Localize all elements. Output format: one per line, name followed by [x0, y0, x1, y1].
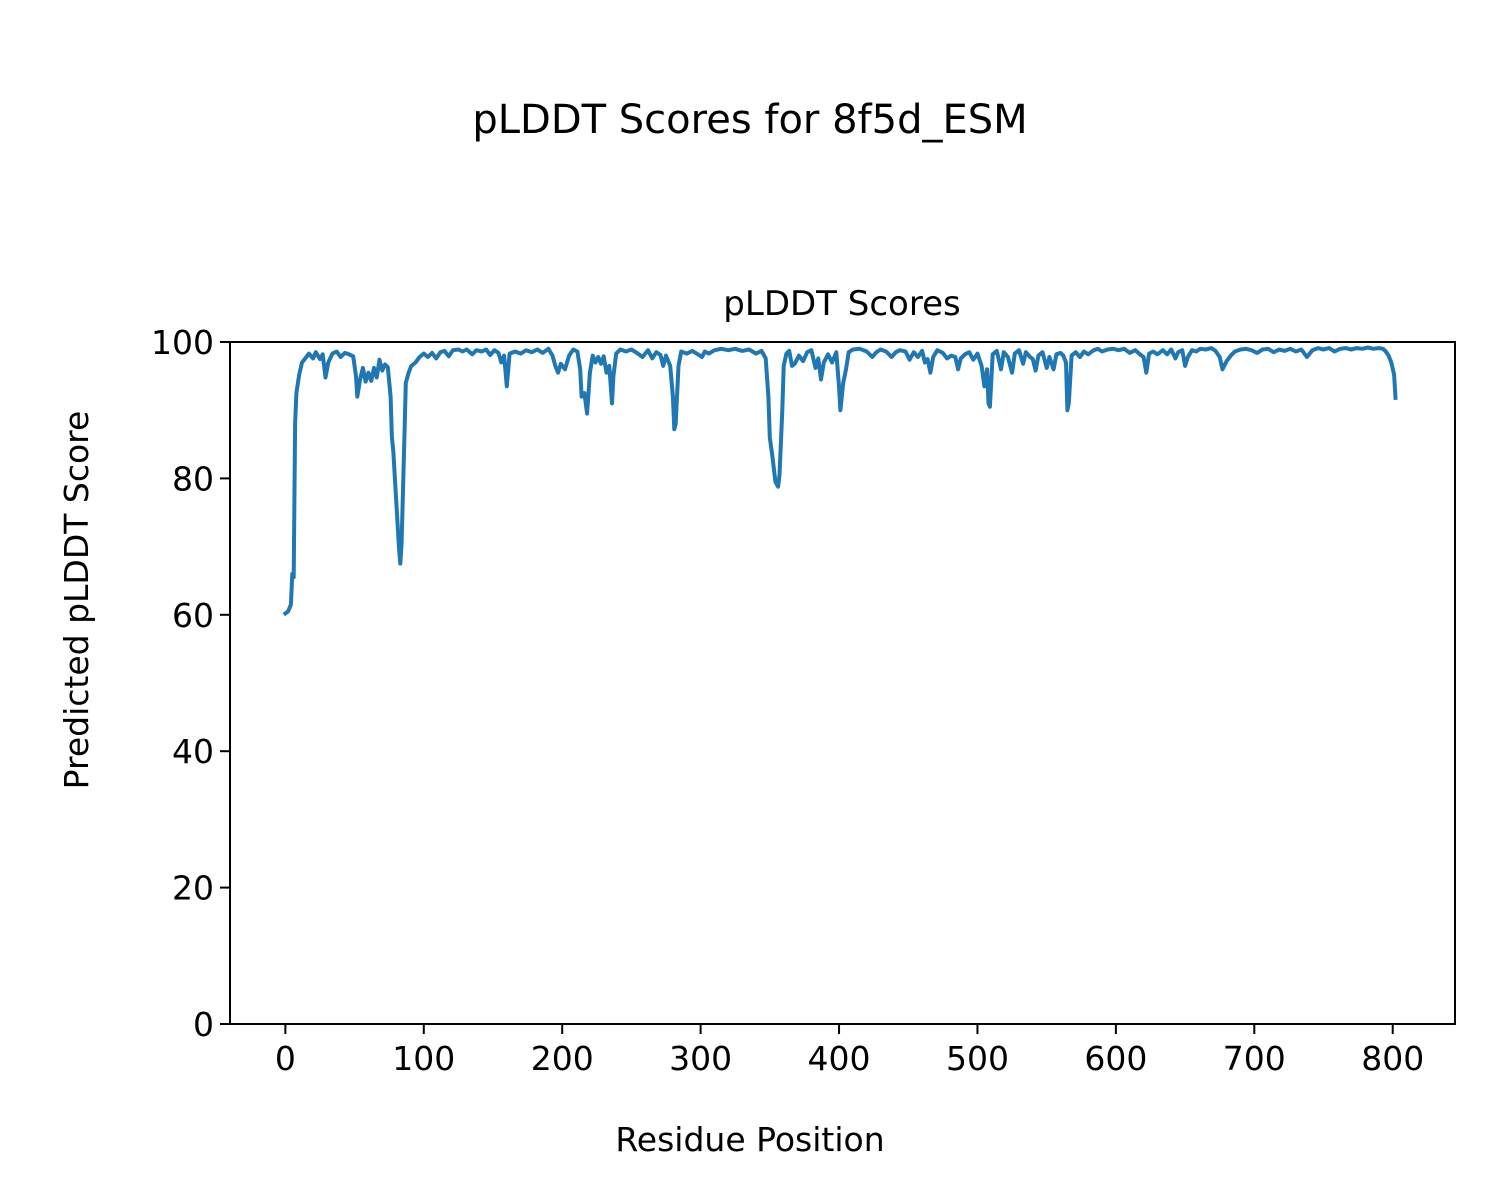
- x-tick-label: 0: [275, 1039, 296, 1078]
- y-axis-label: Predicted pLDDT Score: [57, 411, 96, 790]
- x-tick-label: 800: [1361, 1039, 1424, 1078]
- x-axis-label: Residue Position: [615, 1120, 884, 1159]
- x-tick-label: 100: [392, 1039, 455, 1078]
- y-tick-label: 0: [193, 1005, 214, 1044]
- x-tick-label: 200: [531, 1039, 594, 1078]
- y-axis-ticks: 0 20 40 60 80 100: [151, 323, 230, 1044]
- plot-area-frame: [229, 341, 1456, 1025]
- series-line-0: [282, 345, 1398, 617]
- figure-suptitle: pLDDT Scores for 8f5d_ESM: [472, 97, 1027, 143]
- y-tick-label: 40: [172, 732, 214, 771]
- series-line-layer: [282, 345, 1398, 617]
- x-tick-label: 600: [1084, 1039, 1147, 1078]
- x-tick-label: 400: [808, 1039, 871, 1078]
- chart-title: pLDDT Scores: [723, 284, 960, 324]
- x-axis-ticks: 0 100 200 300 400 500 600 700 800: [275, 1024, 1424, 1078]
- x-tick-label: 500: [946, 1039, 1009, 1078]
- y-tick-label: 80: [172, 459, 214, 498]
- x-tick-label: 700: [1223, 1039, 1286, 1078]
- y-tick-label: 20: [172, 869, 214, 908]
- x-tick-label: 300: [669, 1039, 732, 1078]
- y-tick-label: 60: [172, 596, 214, 635]
- y-tick-label: 100: [151, 323, 214, 362]
